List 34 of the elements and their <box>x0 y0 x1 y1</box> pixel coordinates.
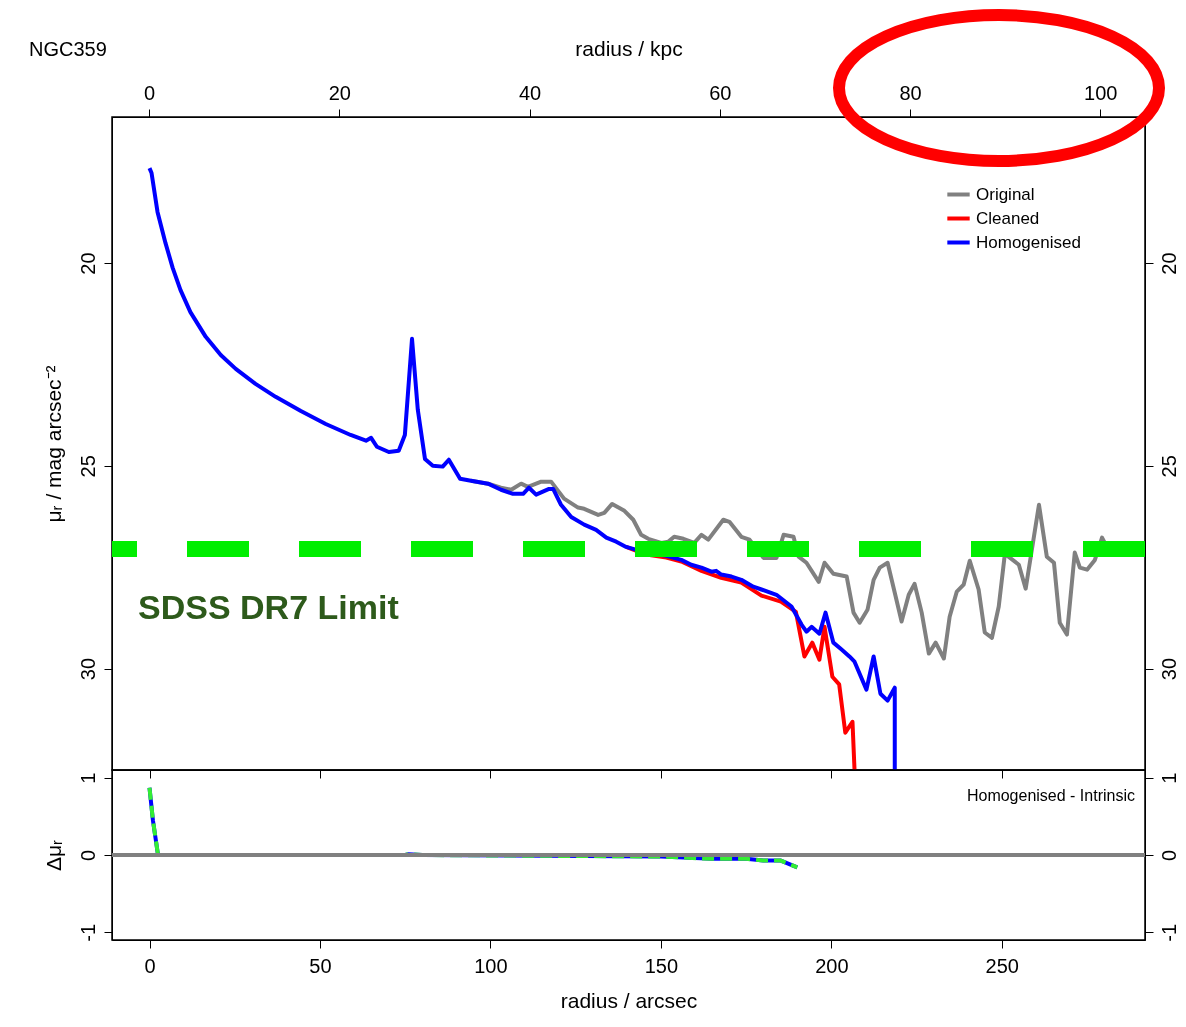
x2-tick-label: 80 <box>899 81 922 104</box>
x2-tick-label: 20 <box>328 81 351 104</box>
y-axis-title: μᵣ / mag arcsec⁻² <box>41 365 65 523</box>
x2-tick-label: 40 <box>518 81 542 104</box>
y-axis-title: Δμᵣ <box>41 839 65 872</box>
legend-label: Original <box>976 184 1035 204</box>
x2-tick-label: 100 <box>1084 81 1118 104</box>
y2-tick-label: 20 <box>1157 252 1180 275</box>
chart-title: NGC359 <box>29 38 107 60</box>
y2-tick-label: 25 <box>1157 455 1180 478</box>
y-tick-label: 30 <box>76 657 99 681</box>
x2-axis-title: radius / kpc <box>575 36 683 60</box>
x-tick-label: 0 <box>144 954 156 977</box>
x-axis-title: radius / arcsec <box>560 988 698 1012</box>
ref-line-label: SDSS DR7 Limit <box>138 587 399 626</box>
legend-label: Cleaned <box>976 208 1040 228</box>
y2-tick-label: -1 <box>1157 923 1180 942</box>
y2-tick-label: 30 <box>1157 657 1180 681</box>
x-tick-label: 50 <box>309 954 332 977</box>
annotation: Homogenised - Intrinsic <box>966 787 1135 804</box>
legend-label: Homogenised <box>976 232 1081 252</box>
y-tick-label: 25 <box>76 455 99 478</box>
x2-tick-label: 0 <box>144 81 156 104</box>
y-tick-label: -1 <box>76 923 99 942</box>
x2-tick-label: 60 <box>709 81 732 104</box>
x-tick-label: 150 <box>644 954 679 977</box>
y-tick-label: 1 <box>76 772 99 784</box>
y2-tick-label: 1 <box>1157 772 1180 784</box>
x-tick-label: 200 <box>815 954 849 977</box>
y-tick-label: 0 <box>76 849 99 862</box>
x-tick-label: 100 <box>474 954 508 977</box>
y2-tick-label: 0 <box>1157 849 1180 862</box>
x-tick-label: 250 <box>985 954 1019 977</box>
y-tick-label: 20 <box>76 252 99 275</box>
